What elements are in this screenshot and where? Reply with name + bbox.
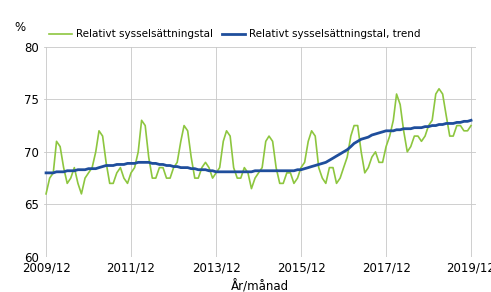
Legend: Relativt sysselsättningstal, Relativt sysselsättningstal, trend: Relativt sysselsättningstal, Relativt sy… <box>50 29 420 39</box>
Text: %: % <box>14 21 25 34</box>
X-axis label: År/månad: År/månad <box>231 280 289 292</box>
Line: Relativt sysselsättningstal: Relativt sysselsättningstal <box>46 89 471 194</box>
Line: Relativt sysselsättningstal, trend: Relativt sysselsättningstal, trend <box>46 120 471 173</box>
